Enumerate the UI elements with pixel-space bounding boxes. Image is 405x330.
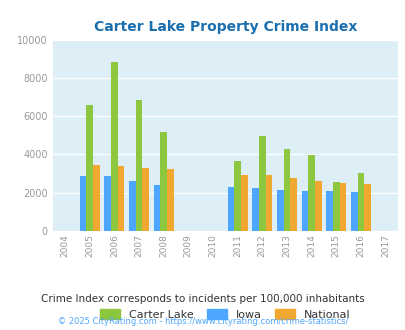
Bar: [86, 105, 93, 231]
Bar: [111, 62, 117, 231]
Bar: [332, 182, 339, 231]
Bar: [290, 178, 296, 231]
Bar: [339, 183, 345, 231]
Bar: [357, 173, 363, 231]
Bar: [326, 191, 332, 231]
Bar: [241, 175, 247, 231]
Legend: Carter Lake, Iowa, National: Carter Lake, Iowa, National: [100, 309, 350, 320]
Bar: [135, 100, 142, 231]
Bar: [160, 132, 166, 231]
Bar: [265, 176, 272, 231]
Bar: [252, 188, 258, 231]
Bar: [276, 190, 283, 231]
Bar: [258, 136, 265, 231]
Text: © 2025 CityRating.com - https://www.cityrating.com/crime-statistics/: © 2025 CityRating.com - https://www.city…: [58, 317, 347, 326]
Bar: [93, 165, 100, 231]
Title: Carter Lake Property Crime Index: Carter Lake Property Crime Index: [94, 20, 356, 34]
Bar: [301, 191, 307, 231]
Bar: [166, 169, 173, 231]
Bar: [104, 177, 111, 231]
Bar: [79, 177, 86, 231]
Bar: [129, 181, 135, 231]
Bar: [307, 155, 314, 231]
Bar: [350, 192, 357, 231]
Bar: [234, 161, 241, 231]
Bar: [153, 185, 160, 231]
Bar: [142, 168, 149, 231]
Bar: [314, 181, 321, 231]
Bar: [117, 166, 124, 231]
Text: Crime Index corresponds to incidents per 100,000 inhabitants: Crime Index corresponds to incidents per…: [41, 294, 364, 304]
Bar: [283, 149, 290, 231]
Bar: [363, 184, 370, 231]
Bar: [227, 187, 234, 231]
